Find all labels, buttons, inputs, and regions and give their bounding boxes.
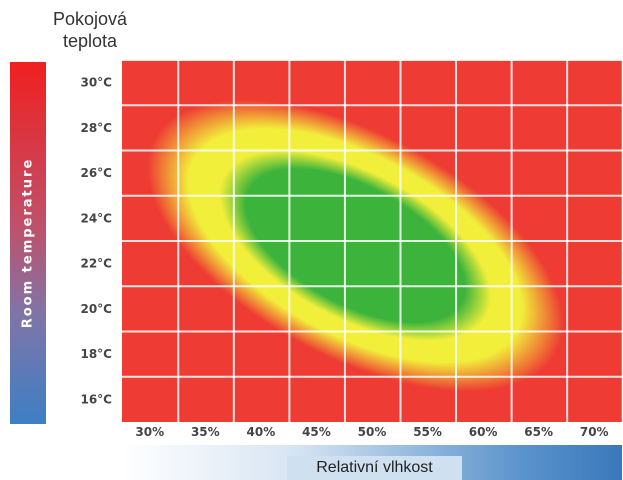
- x-tick-label: 50%: [358, 425, 387, 439]
- y-tick-label: 16°C: [80, 392, 112, 406]
- x-tick-labels: 30% 35% 40% 45% 50% 55% 60% 65% 70%: [135, 425, 608, 439]
- y-tick-label: 22°C: [80, 257, 112, 271]
- x-tick-label: 35%: [191, 425, 220, 439]
- x-tick-label: 40%: [247, 425, 276, 439]
- x-axis-label: Relativní vlhkost: [287, 456, 462, 480]
- y-tick-labels: 30°C 28°C 26°C 24°C 22°C 20°C 18°C 16°C: [80, 76, 112, 407]
- x-tick-label: 45%: [302, 425, 331, 439]
- chart-title: Pokojová teplota: [52, 9, 128, 51]
- x-tick-label: 55%: [413, 425, 442, 439]
- x-tick-label: 65%: [524, 425, 553, 439]
- y-tick-label: 24°C: [80, 211, 112, 225]
- x-tick-label: 30%: [135, 425, 164, 439]
- x-tick-label: 70%: [580, 425, 609, 439]
- y-tick-label: 26°C: [80, 166, 112, 180]
- y-tick-label: 20°C: [80, 302, 112, 316]
- y-tick-label: 28°C: [80, 121, 112, 135]
- comfort-zone: [136, 92, 575, 399]
- y-tick-label: 30°C: [80, 76, 112, 90]
- x-tick-label: 60%: [469, 425, 498, 439]
- y-tick-label: 18°C: [80, 347, 112, 361]
- temperature-gradient-bar: [10, 62, 46, 424]
